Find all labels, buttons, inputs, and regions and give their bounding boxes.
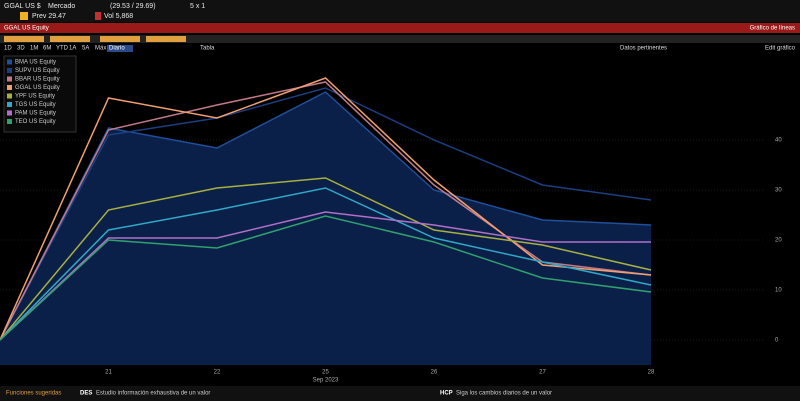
period-button[interactable]: 1M bbox=[30, 46, 38, 52]
period-button[interactable]: 5A bbox=[82, 46, 89, 52]
function-text[interactable]: Estudio información exhaustiva de un val… bbox=[96, 391, 210, 397]
legend-entry: YPF US Equity bbox=[15, 94, 55, 100]
period-button[interactable]: 1D bbox=[4, 46, 12, 52]
y-tick-label: 40 bbox=[775, 138, 782, 144]
security[interactable]: GGAL US Equity bbox=[4, 26, 49, 32]
prev: Prev 29.47 bbox=[32, 13, 66, 20]
x-tick-label: 28 bbox=[648, 370, 655, 376]
series-line bbox=[0, 177, 652, 341]
y-tick-label: 10 bbox=[775, 288, 782, 294]
field[interactable] bbox=[146, 36, 186, 42]
edit-button[interactable]: Edit gráfico bbox=[765, 46, 796, 52]
ticker: GGAL US $ bbox=[4, 3, 41, 10]
market: Mercado bbox=[48, 3, 75, 10]
field[interactable] bbox=[100, 36, 140, 42]
legend-entry: GGAL US Equity bbox=[15, 85, 60, 91]
legend-swatch bbox=[7, 85, 12, 90]
area bbox=[0, 92, 651, 365]
period-button[interactable]: Máx bbox=[95, 46, 106, 52]
legend-swatch bbox=[7, 119, 12, 124]
table-button[interactable]: Tabla bbox=[200, 46, 215, 52]
y-tick-label: 20 bbox=[775, 238, 782, 244]
legend-swatch bbox=[7, 93, 12, 99]
legend-swatch bbox=[7, 59, 12, 65]
legend-entry: TEO US Equity bbox=[15, 119, 56, 125]
series-line bbox=[0, 211, 651, 341]
title-bar bbox=[0, 23, 800, 33]
x-axis-label: Sep 2023 bbox=[313, 378, 339, 384]
series-line bbox=[0, 87, 652, 341]
y-tick-label: 0 bbox=[775, 338, 779, 344]
y-tick-label: 30 bbox=[775, 188, 782, 194]
legend-entry: BBAR US Equity bbox=[15, 77, 60, 83]
period-button[interactable]: 6M bbox=[43, 46, 51, 52]
x-tick-label: 21 bbox=[105, 370, 112, 376]
legend-swatch bbox=[7, 76, 12, 82]
fields-bar bbox=[0, 35, 800, 43]
series-line bbox=[0, 91, 652, 341]
period-button[interactable]: 3D bbox=[17, 46, 25, 52]
series-line bbox=[0, 215, 652, 341]
related-button[interactable]: Datos pertinentes bbox=[620, 46, 667, 52]
legend-entry: TGS US Equity bbox=[15, 102, 56, 108]
icon bbox=[95, 12, 101, 20]
volume: Vol 5,868 bbox=[104, 13, 133, 20]
period-button[interactable]: YTD bbox=[56, 46, 69, 52]
icon bbox=[20, 12, 28, 20]
frequency[interactable]: Diario bbox=[109, 46, 125, 52]
legend-swatch bbox=[7, 68, 12, 73]
legend-entry: PAM US Equity bbox=[15, 111, 56, 117]
x-tick-label: 26 bbox=[431, 370, 438, 376]
period-button[interactable]: 1A bbox=[69, 46, 76, 52]
footer-bar bbox=[0, 386, 800, 401]
x-tick-label: 27 bbox=[539, 370, 546, 376]
field[interactable] bbox=[50, 36, 90, 42]
legend-swatch bbox=[7, 110, 12, 116]
quote: (29.53 / 29.69) bbox=[110, 3, 156, 10]
legend-entry: SUPV US Equity bbox=[15, 68, 60, 74]
field[interactable] bbox=[4, 36, 44, 42]
size: 5 x 1 bbox=[190, 3, 205, 10]
footer-title: Funciones sugeridas bbox=[6, 391, 61, 397]
function-code[interactable]: HCP bbox=[440, 391, 453, 397]
function-text[interactable]: Siga los cambios diarios de un valor bbox=[456, 391, 552, 397]
x-tick-label: 22 bbox=[214, 370, 221, 376]
series-line bbox=[0, 77, 652, 341]
frequency-box[interactable] bbox=[107, 45, 133, 52]
x-tick-label: 25 bbox=[322, 370, 329, 376]
legend-entry: BMA US Equity bbox=[15, 60, 56, 66]
function-code[interactable]: DES bbox=[80, 391, 92, 397]
view-title: Gráfico de líneas bbox=[750, 26, 795, 32]
legend-swatch bbox=[7, 102, 12, 107]
series-line bbox=[0, 187, 652, 341]
legend-box bbox=[3, 55, 77, 133]
quote-bar bbox=[0, 0, 800, 22]
